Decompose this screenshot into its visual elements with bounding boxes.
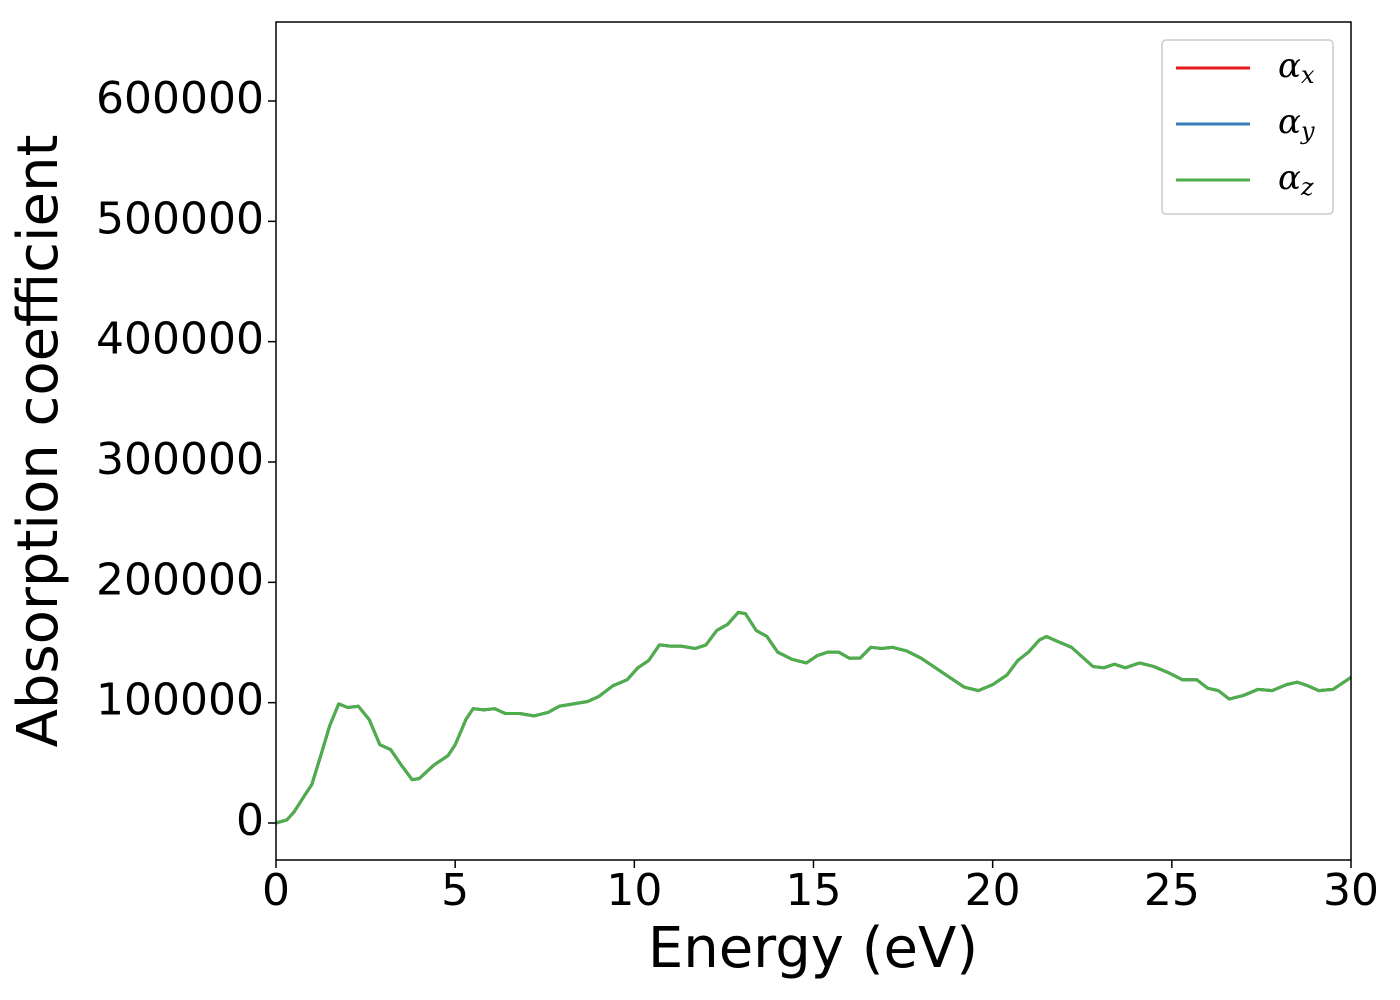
y-tick-label: 100000 [96, 675, 264, 726]
legend-label: αz [1278, 158, 1314, 201]
legend-label: αy [1278, 102, 1315, 145]
legend: αx αy αz [1161, 39, 1334, 215]
legend-label: αx [1278, 46, 1315, 89]
y-tick-label: 500000 [96, 193, 264, 244]
data-line [275, 610, 1352, 825]
x-tick-label: 20 [965, 865, 1021, 916]
y-tick-label: 200000 [96, 554, 264, 605]
y-tick-label: 400000 [96, 314, 264, 365]
y-tick-label: 0 [236, 795, 264, 846]
x-tick-label: 15 [786, 865, 842, 916]
plot-frame [275, 21, 1352, 861]
y-tick-label: 600000 [96, 73, 264, 124]
y-tick-label: 300000 [96, 434, 264, 485]
x-axis-label: Energy (eV) [648, 916, 978, 981]
x-tick-label: 5 [441, 865, 469, 916]
x-tick-label: 25 [1144, 865, 1200, 916]
legend-frame [1161, 39, 1334, 215]
x-tick-label: 0 [262, 865, 290, 916]
y-axis-label: Absorption coefficient [6, 135, 71, 748]
data-line [275, 610, 1352, 825]
x-tick-label: 10 [606, 865, 662, 916]
data-line [275, 610, 1352, 825]
x-tick-label: 30 [1323, 865, 1379, 916]
